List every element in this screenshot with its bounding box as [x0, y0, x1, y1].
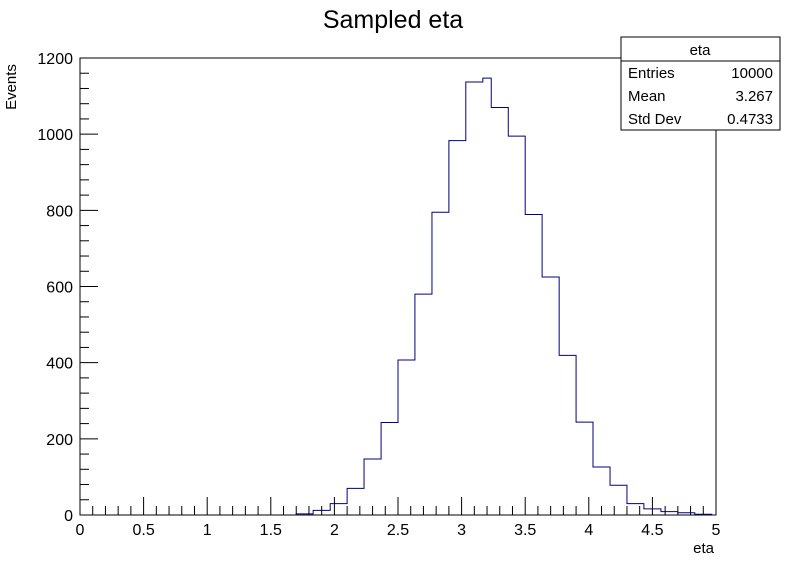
- stats-entries-label: Entries: [628, 65, 675, 82]
- x-tick-label: 2.5: [387, 522, 409, 539]
- x-tick-label: 5: [712, 522, 721, 539]
- stats-stddev-label: Std Dev: [628, 111, 682, 128]
- x-tick-label: 4: [584, 522, 593, 539]
- y-tick-label: 0: [64, 508, 73, 525]
- chart-title: Sampled eta: [323, 6, 463, 34]
- x-tick-label: 3: [457, 522, 466, 539]
- y-tick-label: 400: [46, 356, 73, 373]
- y-tick-label: 600: [46, 280, 73, 297]
- y-tick-label: 800: [46, 203, 73, 220]
- y-tick-label: 200: [46, 432, 73, 449]
- x-axis-title: eta: [693, 540, 715, 557]
- x-tick-label: 2: [330, 522, 339, 539]
- x-axis: 0 0.5 1 1.5 2 2.5 3 3.5 4 4.5 5: [76, 497, 721, 539]
- y-axis-title: Events: [3, 64, 20, 110]
- x-tick-label: 0.5: [132, 522, 154, 539]
- y-tick-label: 1000: [37, 127, 73, 144]
- y-axis: 0 200 400 600 800 1000 1200: [37, 51, 98, 525]
- stats-stddev-value: 0.4733: [727, 111, 773, 128]
- stats-mean-value: 3.267: [735, 88, 773, 105]
- x-tick-label: 1.5: [260, 522, 282, 539]
- histogram-line: [295, 77, 716, 516]
- stats-box: eta Entries 10000 Mean 3.267 Std Dev 0.4…: [620, 36, 781, 131]
- stats-box-frame: [620, 36, 781, 131]
- x-tick-label: 3.5: [514, 522, 536, 539]
- x-tick-label: 0: [76, 522, 85, 539]
- x-tick-label: 1: [203, 522, 212, 539]
- stats-entries-value: 10000: [731, 65, 773, 82]
- stats-mean-label: Mean: [628, 88, 666, 105]
- stats-box-title: eta: [690, 42, 712, 59]
- y-tick-label: 1200: [37, 51, 73, 68]
- x-tick-label: 4.5: [641, 522, 663, 539]
